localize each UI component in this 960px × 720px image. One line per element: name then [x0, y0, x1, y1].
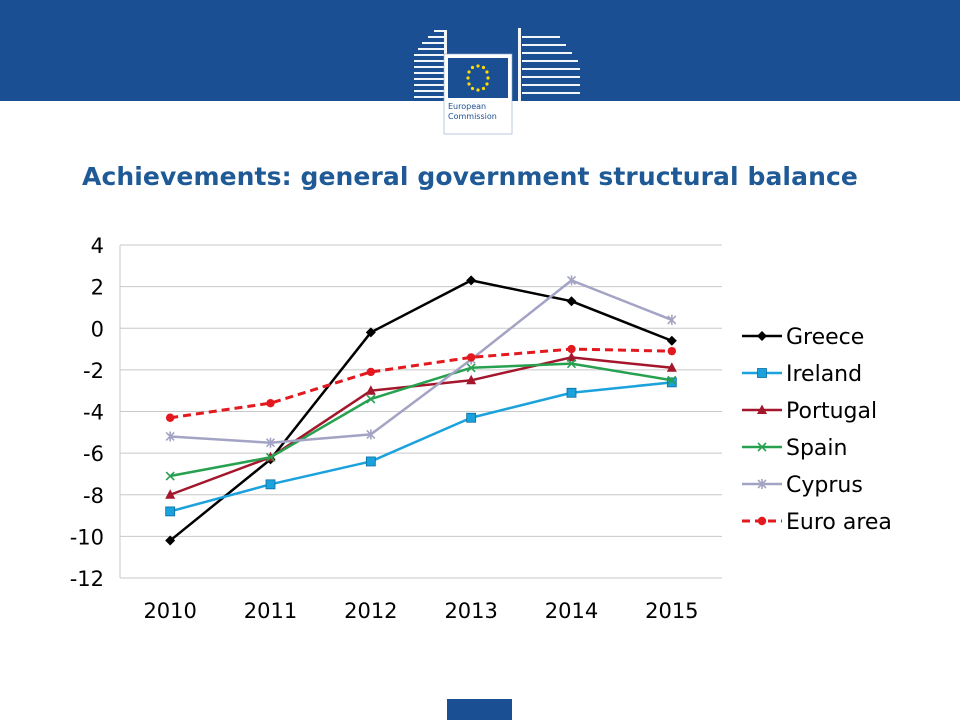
y-tick-label: 2 [91, 276, 104, 300]
structural-balance-chart: 4 2 0 -2 -4 -6 -8 -10 -12 2010 2011 2012 2013 2014 201… [0, 225, 960, 645]
european-commission-logo [414, 26, 580, 136]
legend-marker [757, 516, 767, 526]
logo-line-1: European [448, 102, 487, 111]
data-point [165, 431, 175, 442]
legend-marker [757, 479, 767, 489]
x-tick-label: 2011 [244, 599, 297, 623]
data-point [165, 535, 176, 546]
data-point [466, 363, 476, 373]
x-tick-label: 2013 [444, 599, 497, 623]
series-line-spain [169, 362, 673, 478]
data-point [667, 346, 677, 356]
y-tick-label: 4 [91, 234, 104, 258]
data-point [566, 275, 577, 286]
series-line-greece [169, 279, 673, 542]
legend-label: Euro area [786, 510, 892, 535]
data-point [165, 489, 176, 499]
data-point [466, 353, 476, 362]
data-point [566, 296, 577, 307]
logo-line-2: Commission [448, 112, 497, 121]
data-point [466, 412, 477, 423]
legend-label: Portugal [786, 399, 877, 424]
eu-stars-icon [466, 64, 490, 92]
legend-label: Ireland [786, 362, 862, 387]
data-point [265, 437, 276, 448]
legend-marker [757, 331, 767, 341]
line-chart: 4 2 0 -2 -4 -6 -8 -10 -12 2010 2011 2012 2013 2014 201… [70, 234, 892, 623]
legend-marker [757, 442, 767, 452]
data-point [566, 387, 577, 398]
data-point [165, 506, 176, 517]
data-point [265, 479, 276, 490]
page-title: Achievements: general government structu… [82, 162, 858, 191]
series-line-portugal [169, 356, 672, 496]
data-point [165, 413, 175, 422]
data-point [366, 429, 376, 440]
y-tick-label: -12 [70, 567, 104, 591]
y-tick-label: -4 [83, 401, 104, 425]
legend-marker [757, 368, 767, 378]
data-point [365, 385, 376, 395]
data-point [265, 452, 276, 462]
series-line-ireland [169, 381, 672, 513]
x-tick-label: 2014 [545, 599, 598, 623]
data-point [566, 351, 577, 362]
data-point [365, 327, 376, 338]
data-point [366, 367, 376, 377]
logo-wordmark: European Commission [448, 102, 508, 122]
data-point [366, 394, 376, 404]
data-point [466, 275, 477, 286]
logo-graphic [414, 28, 580, 135]
data-point [666, 377, 677, 388]
y-tick-label: 0 [91, 317, 104, 341]
data-point [165, 471, 175, 481]
data-point [667, 314, 677, 325]
series-line-euro-area [169, 347, 672, 420]
legend-label: Greece [786, 325, 864, 350]
footer-tab [447, 699, 512, 720]
data-point [466, 374, 477, 385]
data-point [567, 344, 576, 354]
y-tick-label: -6 [83, 442, 104, 466]
legend-label: Cyprus [786, 473, 863, 498]
x-tick-label: 2012 [344, 599, 397, 623]
data-point [365, 456, 376, 467]
data-point [266, 398, 275, 408]
y-tick-label: -10 [70, 525, 104, 549]
data-point [666, 335, 677, 346]
y-tick-label: -8 [83, 484, 104, 508]
data-point [566, 359, 577, 369]
data-point [667, 375, 677, 385]
x-tick-label: 2010 [143, 599, 196, 623]
legend-marker [757, 404, 767, 414]
x-tick-label: 2015 [645, 599, 698, 623]
data-point [666, 362, 677, 372]
y-tick-label: -2 [83, 359, 104, 383]
series-line-cyprus [170, 279, 673, 444]
legend-label: Spain [786, 436, 847, 461]
